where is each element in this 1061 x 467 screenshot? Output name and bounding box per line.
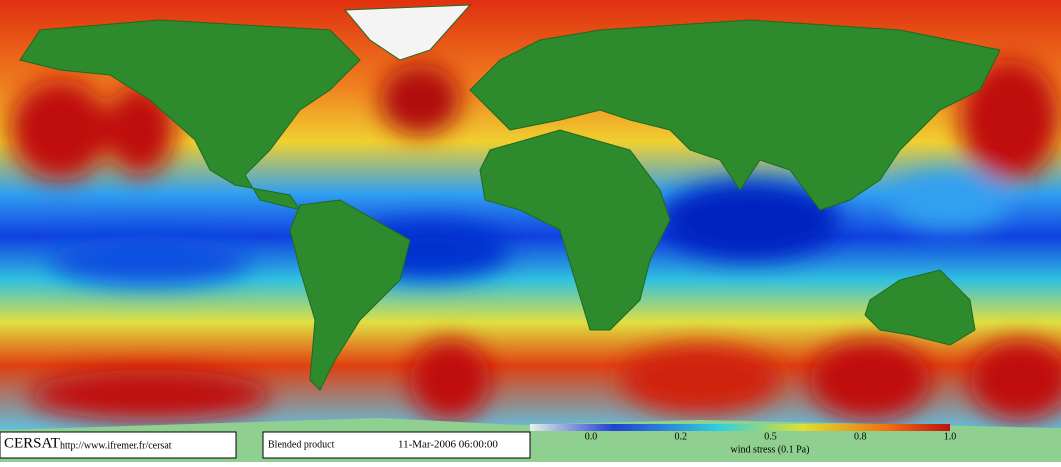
colorbar-tick-label: 0.5 bbox=[764, 431, 777, 442]
colorbar-tick-label: 1.0 bbox=[944, 431, 957, 442]
greenland bbox=[343, 4, 472, 61]
africa bbox=[479, 129, 671, 331]
colorbar-tick-label: 0.0 bbox=[585, 431, 598, 442]
colorbar-ticks: 0.0 0.2 0.5 0.8 1.0 bbox=[585, 431, 957, 442]
product-box bbox=[262, 431, 531, 459]
url: http://www.ifremer.fr/cersat bbox=[60, 440, 172, 451]
colorbar bbox=[530, 424, 950, 431]
wind-blobs bbox=[10, 60, 1061, 420]
timestamp: 11-Mar-2006 06:00:00 bbox=[398, 439, 498, 451]
australia bbox=[864, 269, 976, 346]
colorbar-tick-label: 0.2 bbox=[675, 431, 688, 442]
colorbar-tick-label: 0.8 bbox=[854, 431, 867, 442]
colorbar-label: wind stress (0.1 Pa) bbox=[731, 444, 810, 455]
south-america bbox=[289, 199, 411, 391]
product: Blended product bbox=[268, 439, 335, 450]
info-box bbox=[0, 431, 237, 459]
logo: CERSAT bbox=[4, 435, 60, 451]
eurasia bbox=[469, 19, 1001, 211]
